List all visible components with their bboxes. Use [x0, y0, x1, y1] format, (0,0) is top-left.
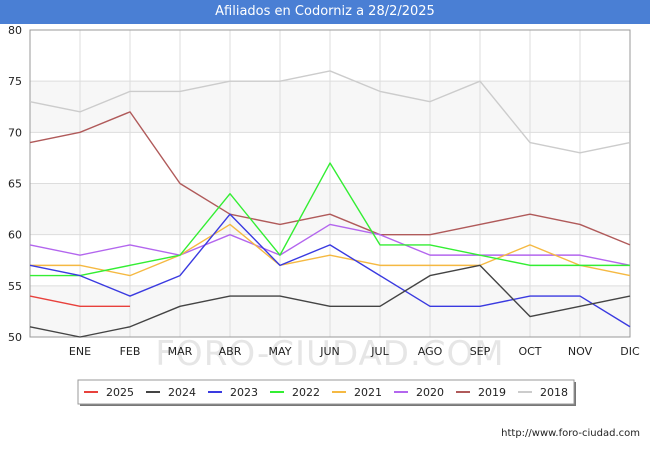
- x-tick-label: DIC: [620, 345, 640, 358]
- y-axis: 50 55 60 65 70 75 80: [8, 24, 22, 344]
- y-tick-label: 55: [8, 280, 22, 293]
- legend-label-2025: 2025: [106, 386, 134, 399]
- x-tick-label: AGO: [418, 345, 443, 358]
- y-tick-label: 50: [8, 331, 22, 344]
- series-line-2022: [30, 162, 630, 277]
- y-tick-label: 70: [8, 126, 22, 139]
- legend-label-2023: 2023: [230, 386, 258, 399]
- x-axis: ENE FEB MAR ABR MAY JUN JUL AGO SEP OCT NOV DIC: [69, 345, 640, 358]
- watermark: FORO-CIUDAD.COM: [155, 334, 504, 374]
- series-line-2019: [29, 111, 631, 246]
- series-line-2020: [29, 223, 631, 267]
- series-line-2024: [29, 264, 631, 338]
- legend: 2025 2024 2023 2022 2021 2020 2019 2018: [77, 379, 576, 406]
- legend-label-2022: 2022: [292, 386, 320, 399]
- series-line-2025: [29, 295, 130, 307]
- series-line-2023: [29, 213, 631, 328]
- source-url: http://www.foro-ciudad.com: [501, 428, 640, 439]
- x-tick-label: FEB: [120, 345, 141, 358]
- y-tick-label: 60: [8, 229, 22, 242]
- series-line-2018: [29, 70, 631, 154]
- x-tick-label: SEP: [470, 345, 491, 358]
- x-tick-label: JUN: [319, 345, 340, 358]
- x-tick-label: MAR: [168, 345, 193, 358]
- plot-frame: [29, 29, 631, 338]
- x-tick-label: ABR: [219, 345, 242, 358]
- legend-label-2019: 2019: [478, 386, 506, 399]
- x-tick-label: OCT: [518, 345, 541, 358]
- chart-title: Afiliados en Codorniz a 28/2/2025: [0, 0, 650, 24]
- legend-label-2018: 2018: [540, 386, 568, 399]
- x-tick-label: MAY: [269, 345, 292, 358]
- legend-label-2024: 2024: [168, 386, 196, 399]
- y-tick-label: 65: [8, 178, 22, 191]
- legend-label-2020: 2020: [416, 386, 444, 399]
- x-tick-label: NOV: [568, 345, 593, 358]
- y-tick-label: 80: [8, 24, 22, 37]
- x-tick-label: ENE: [69, 345, 91, 358]
- legend-label-2021: 2021: [354, 386, 382, 399]
- x-tick-label: JUL: [370, 345, 389, 358]
- legend-box: [77, 379, 575, 405]
- series-lines: [29, 70, 631, 338]
- y-tick-label: 75: [8, 75, 22, 88]
- series-line-2021: [30, 223, 631, 277]
